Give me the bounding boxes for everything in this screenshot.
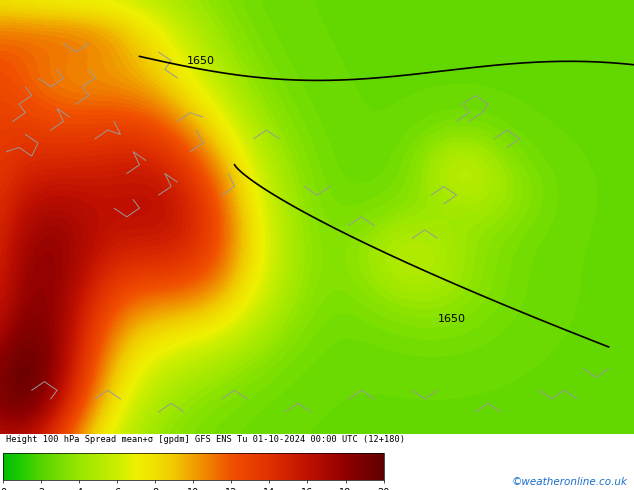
Text: Height 100 hPa Spread mean+σ [gpdm] GFS ENS Tu 01-10-2024 00:00 UTC (12+180): Height 100 hPa Spread mean+σ [gpdm] GFS … xyxy=(6,435,405,444)
Text: 1650: 1650 xyxy=(437,314,465,324)
Text: ©weatheronline.co.uk: ©weatheronline.co.uk xyxy=(512,477,628,487)
Text: 1650: 1650 xyxy=(187,56,215,66)
